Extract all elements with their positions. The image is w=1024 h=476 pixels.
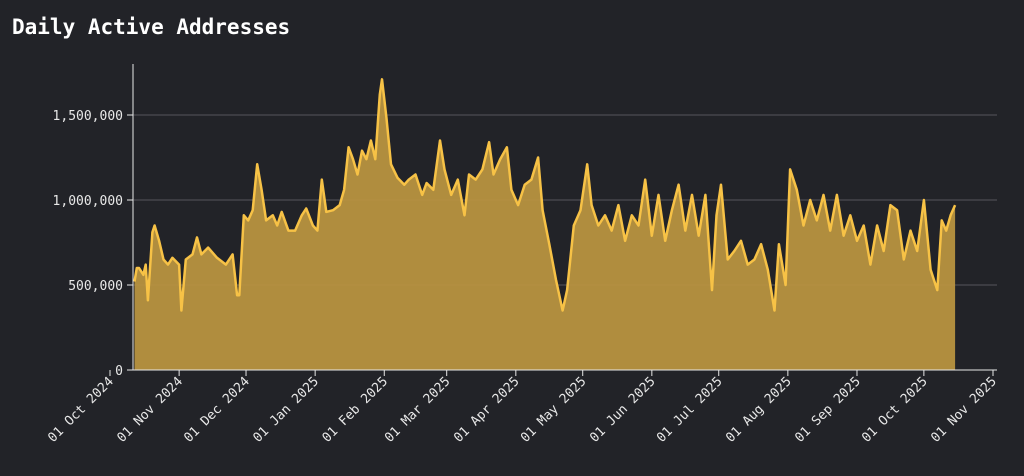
x-tick-label: 01 Jun 2025: [587, 374, 658, 445]
x-tick-label: 01 Oct 2025: [859, 374, 930, 445]
x-tick-label: 01 Nov 2024: [114, 374, 186, 446]
y-tick-label: 1,500,000: [53, 109, 123, 124]
x-tick-label: 01 Jul 2025: [654, 374, 725, 445]
y-tick-label: 500,000: [68, 279, 123, 294]
x-tick-label: 01 Jan 2025: [250, 374, 321, 445]
y-tick-label: 1,000,000: [53, 194, 123, 209]
x-tick-label: 01 Dec 2024: [181, 374, 253, 446]
x-tick-label: 01 Aug 2025: [723, 374, 794, 445]
x-tick-label: 01 May 2025: [518, 374, 589, 445]
chart-title: Daily Active Addresses: [12, 15, 290, 39]
x-tick-label: 01 Sep 2025: [792, 374, 863, 445]
x-tick-label: 01 Feb 2025: [320, 374, 391, 445]
x-tick-label: 01 Oct 2024: [45, 374, 117, 446]
x-tick-label: 01 Apr 2025: [451, 374, 522, 445]
x-tick-label: 01 Nov 2025: [928, 374, 999, 445]
x-tick-label: 01 Mar 2025: [382, 374, 453, 445]
line: [133, 78, 957, 312]
y-tick-label: 0: [115, 364, 123, 379]
